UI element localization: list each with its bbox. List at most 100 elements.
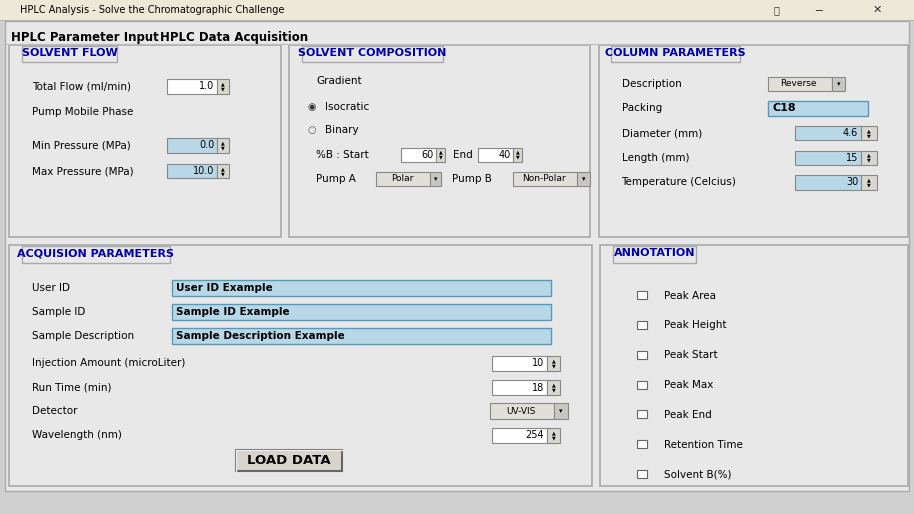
Bar xyxy=(637,291,647,299)
Bar xyxy=(22,46,117,62)
Bar xyxy=(492,356,547,371)
Bar xyxy=(637,351,647,359)
Bar xyxy=(795,175,861,190)
Bar xyxy=(289,45,590,237)
Text: Retention Time: Retention Time xyxy=(664,439,743,450)
Text: ▼: ▼ xyxy=(515,155,519,160)
Text: ▼: ▼ xyxy=(867,182,871,188)
Text: HPLC Parameter Input: HPLC Parameter Input xyxy=(11,30,159,44)
Bar xyxy=(513,172,578,186)
Text: 10.0: 10.0 xyxy=(193,166,214,176)
Text: User ID: User ID xyxy=(32,283,70,293)
Text: ▲: ▲ xyxy=(221,166,225,171)
Bar xyxy=(555,403,568,419)
Text: LOAD DATA: LOAD DATA xyxy=(247,454,331,467)
Bar xyxy=(302,46,443,62)
Bar xyxy=(600,245,908,486)
Bar xyxy=(513,148,522,162)
Text: ▲: ▲ xyxy=(551,382,556,387)
Bar xyxy=(0,0,914,20)
Bar xyxy=(9,45,281,237)
Bar xyxy=(167,164,217,178)
Text: Gradient: Gradient xyxy=(316,76,362,86)
Text: ▲: ▲ xyxy=(551,430,556,435)
Text: Pump B: Pump B xyxy=(452,174,492,184)
Text: Max Pressure (MPa): Max Pressure (MPa) xyxy=(32,166,133,176)
Text: ▼: ▼ xyxy=(551,388,556,393)
Text: Description: Description xyxy=(622,79,681,89)
Bar xyxy=(637,440,647,448)
Text: UV-VIS: UV-VIS xyxy=(506,407,536,416)
Bar xyxy=(861,175,877,190)
Text: 10: 10 xyxy=(532,358,544,369)
Text: COLUMN PARAMETERS: COLUMN PARAMETERS xyxy=(605,48,746,58)
Text: ▼: ▼ xyxy=(867,158,871,163)
Bar xyxy=(861,126,877,140)
Bar xyxy=(613,246,696,263)
Text: ○: ○ xyxy=(307,125,315,135)
Text: Wavelength (nm): Wavelength (nm) xyxy=(32,430,122,440)
Text: ▼: ▼ xyxy=(439,155,442,160)
Text: 40: 40 xyxy=(498,150,510,160)
Text: ▲: ▲ xyxy=(439,150,442,155)
Bar xyxy=(611,46,739,62)
Bar xyxy=(547,380,560,395)
Text: 15: 15 xyxy=(845,153,858,163)
Text: ▲: ▲ xyxy=(221,140,225,145)
Text: Sample ID: Sample ID xyxy=(32,307,85,317)
Text: Run Time (min): Run Time (min) xyxy=(32,382,112,393)
Text: ▲: ▲ xyxy=(221,81,225,86)
Text: ANNOTATION: ANNOTATION xyxy=(613,248,696,259)
Bar xyxy=(833,77,845,91)
Text: ▲: ▲ xyxy=(551,358,556,363)
Text: ▼: ▼ xyxy=(867,133,871,138)
Text: Injection Amount (microLiter): Injection Amount (microLiter) xyxy=(32,358,186,369)
Text: Sample Description Example: Sample Description Example xyxy=(176,331,345,341)
Text: Sample Description: Sample Description xyxy=(32,331,134,341)
Bar xyxy=(768,77,833,91)
Text: SOLVENT COMPOSITION: SOLVENT COMPOSITION xyxy=(298,48,447,58)
Text: Peak Max: Peak Max xyxy=(664,380,714,390)
Text: 0.0: 0.0 xyxy=(199,140,214,151)
Bar xyxy=(795,126,861,140)
Text: ▼: ▼ xyxy=(221,145,225,151)
Text: ✕: ✕ xyxy=(873,5,882,15)
Text: HPLC Data Acquisition: HPLC Data Acquisition xyxy=(160,30,308,44)
Text: ▼: ▼ xyxy=(551,364,556,369)
Text: ▼: ▼ xyxy=(551,436,556,440)
Text: ▾: ▾ xyxy=(434,176,438,182)
Text: Packing: Packing xyxy=(622,103,662,114)
Text: Sample ID Example: Sample ID Example xyxy=(176,307,290,317)
Text: ▲: ▲ xyxy=(867,128,871,133)
Bar xyxy=(492,380,547,395)
Text: User ID Example: User ID Example xyxy=(176,283,273,293)
Text: ▲: ▲ xyxy=(867,153,871,158)
Bar xyxy=(167,79,217,94)
Text: Peak Height: Peak Height xyxy=(664,320,727,331)
Text: Peak Start: Peak Start xyxy=(664,350,718,360)
Text: 18: 18 xyxy=(532,382,544,393)
Text: C18: C18 xyxy=(772,103,796,114)
Text: ▼: ▼ xyxy=(221,171,225,176)
Bar xyxy=(401,148,436,162)
Text: ▾: ▾ xyxy=(837,81,841,87)
Bar xyxy=(22,246,170,263)
Bar xyxy=(637,470,647,478)
Text: 30: 30 xyxy=(846,177,858,188)
Text: Non-Polar: Non-Polar xyxy=(522,174,566,183)
Bar xyxy=(217,164,229,178)
Bar xyxy=(172,328,551,344)
Bar xyxy=(172,280,551,296)
Text: Solvent B(%): Solvent B(%) xyxy=(664,469,732,480)
Text: Binary: Binary xyxy=(325,125,359,135)
Text: %B : Start: %B : Start xyxy=(316,150,369,160)
Text: Min Pressure (MPa): Min Pressure (MPa) xyxy=(32,140,131,151)
Text: Peak Area: Peak Area xyxy=(664,290,717,301)
Text: Temperature (Celcius): Temperature (Celcius) xyxy=(622,177,737,188)
Text: ▼: ▼ xyxy=(221,86,225,91)
Bar xyxy=(9,245,592,486)
Text: Polar: Polar xyxy=(391,174,413,183)
Text: Pump Mobile Phase: Pump Mobile Phase xyxy=(32,107,133,117)
Text: End: End xyxy=(453,150,473,160)
Text: SOLVENT FLOW: SOLVENT FLOW xyxy=(22,48,118,58)
